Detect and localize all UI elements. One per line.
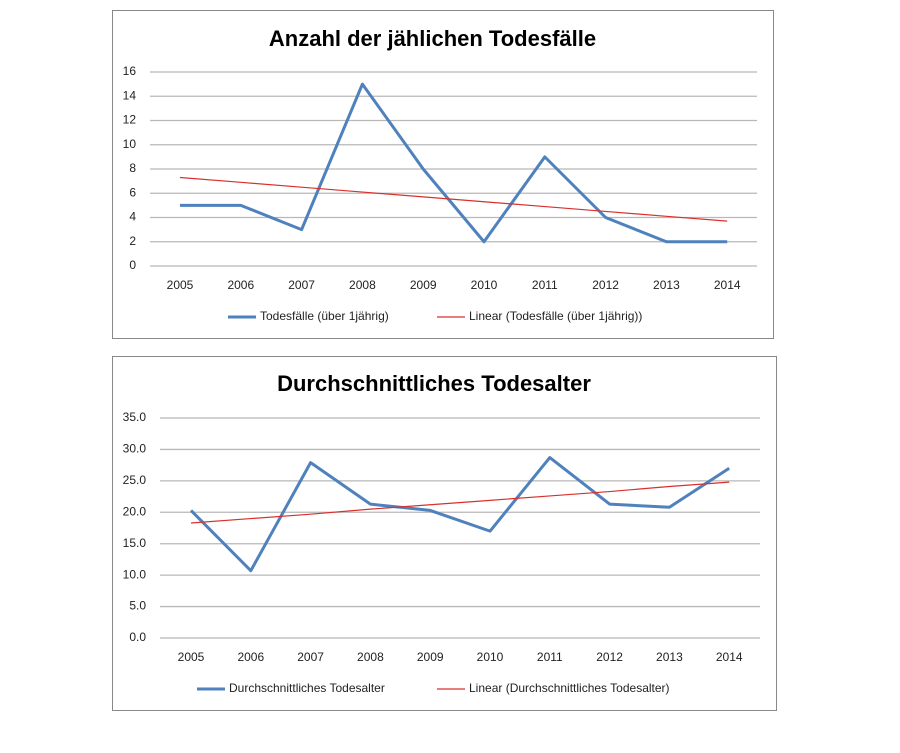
chart-title: Durchschnittliches Todesalter [277, 371, 591, 396]
y-tick-label: 12 [123, 113, 137, 127]
y-tick-label: 35.0 [123, 410, 147, 424]
data-line [180, 82, 728, 244]
y-tick-label: 8 [129, 161, 136, 175]
trend-line [190, 481, 730, 524]
x-tick-label: 2008 [357, 650, 384, 664]
y-tick-label: 10.0 [123, 567, 147, 581]
chart-frame [112, 356, 777, 711]
chart-title: Anzahl der jählichen Todesfälle [269, 26, 596, 51]
y-tick-label: 20.0 [123, 504, 147, 518]
x-tick-label: 2012 [596, 650, 623, 664]
y-tick-label: 5.0 [129, 599, 146, 613]
legend-label: Durchschnittliches Todesalter [229, 681, 385, 695]
x-tick-label: 2012 [592, 278, 619, 292]
x-tick-label: 2013 [653, 278, 680, 292]
x-tick-label: 2011 [532, 278, 558, 292]
trend-line [179, 176, 728, 222]
x-tick-label: 2006 [227, 278, 254, 292]
x-tick-label: 2009 [410, 278, 437, 292]
y-tick-label: 4 [129, 210, 136, 224]
x-tick-label: 2010 [477, 650, 504, 664]
y-tick-label: 30.0 [123, 442, 147, 456]
x-tick-label: 2007 [297, 650, 324, 664]
x-tick-label: 2009 [417, 650, 444, 664]
y-tick-label: 6 [129, 185, 136, 199]
x-tick-label: 2005 [178, 650, 205, 664]
x-tick-label: 2007 [288, 278, 315, 292]
y-tick-label: 16 [123, 64, 137, 78]
chart-frame [112, 10, 774, 339]
y-tick-label: 15.0 [123, 536, 147, 550]
y-tick-label: 25.0 [123, 473, 147, 487]
x-tick-label: 2010 [471, 278, 498, 292]
x-tick-label: 2006 [237, 650, 264, 664]
legend-label: Linear (Todesfälle (über 1jährig)) [469, 309, 642, 323]
y-tick-label: 10 [123, 137, 137, 151]
y-tick-label: 2 [129, 234, 136, 248]
x-tick-label: 2011 [537, 650, 563, 664]
legend-label: Linear (Durchschnittliches Todesalter) [469, 681, 670, 695]
y-tick-label: 14 [123, 88, 137, 102]
y-tick-label: 0.0 [129, 630, 146, 644]
x-tick-label: 2008 [349, 278, 376, 292]
x-tick-label: 2005 [167, 278, 194, 292]
legend-label: Todesfälle (über 1jährig) [260, 309, 389, 323]
x-tick-label: 2013 [656, 650, 683, 664]
x-tick-label: 2014 [716, 650, 743, 664]
x-tick-label: 2014 [714, 278, 741, 292]
y-tick-label: 0 [129, 258, 136, 272]
